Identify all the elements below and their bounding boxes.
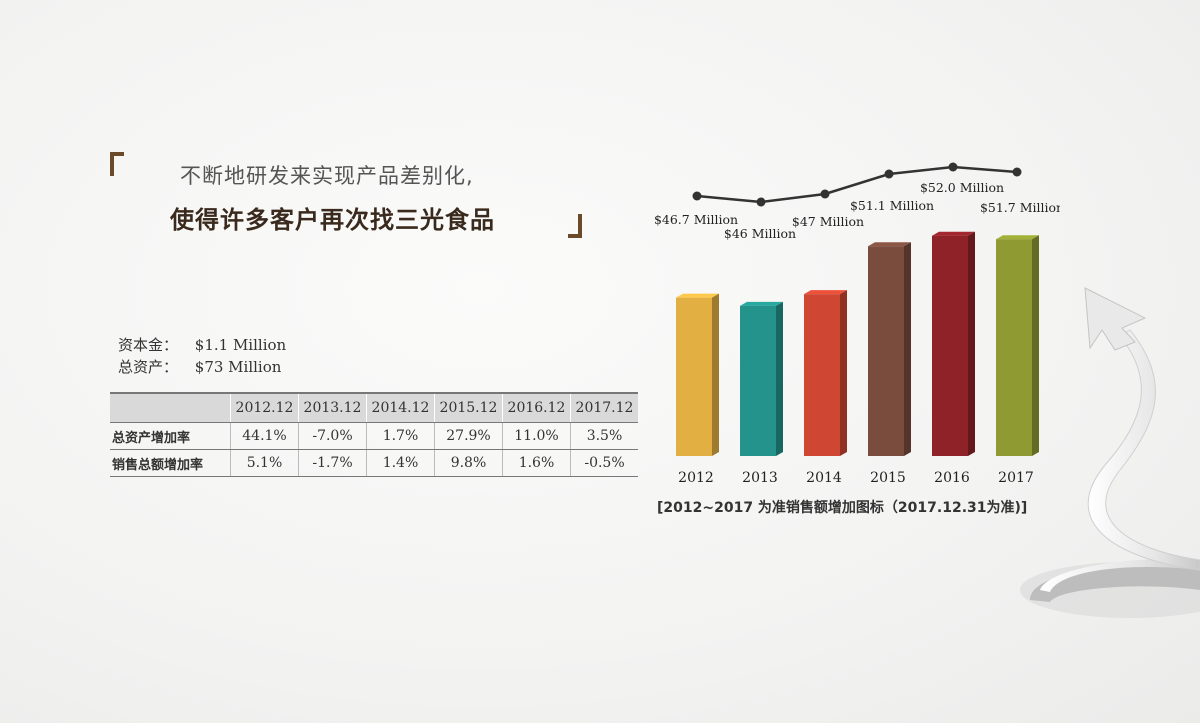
table-header-row: 2012.12 2013.12 2014.12 2015.12 2016.12 … — [110, 392, 638, 423]
trend-point-2015 — [884, 169, 894, 179]
column-header: 2012.12 — [230, 392, 299, 423]
trend-point-2013 — [756, 197, 766, 207]
trend-point-2012 — [692, 191, 702, 201]
bars-layer — [676, 231, 1039, 456]
data-label: $51.1 Million — [850, 198, 934, 213]
capital-row: 资本金： $1.1 Million — [118, 334, 286, 356]
chart-caption: [2012~2017 为准销售额增加图标（2017.12.31为准)] — [657, 500, 1028, 516]
table-cell: 1.6% — [502, 449, 571, 477]
data-label: $47 Million — [792, 214, 864, 229]
x-tick-label: 2012 — [678, 470, 714, 486]
table-cell: 11.0% — [502, 422, 571, 450]
rising-arrow-decoration — [1020, 287, 1200, 618]
trend-point-2017 — [1012, 167, 1022, 177]
sales-bar-chart: $46.7 Million$46 Million$47 Million$51.1… — [654, 162, 1060, 486]
assets-value: $73 Million — [194, 358, 282, 376]
data-label: $46.7 Million — [654, 212, 738, 227]
growth-rate-table: 2012.12 2013.12 2014.12 2015.12 2016.12 … — [110, 392, 638, 477]
trend-line-layer — [692, 162, 1022, 207]
table-cell: -0.5% — [570, 449, 638, 477]
column-header: 2016.12 — [502, 392, 571, 423]
headline-line1: 不断地研发来实现产品差别化, — [180, 164, 474, 188]
data-label: $51.7 Million — [980, 200, 1060, 215]
x-tick-label: 2015 — [870, 470, 906, 486]
data-labels-layer: $46.7 Million$46 Million$47 Million$51.1… — [654, 180, 1060, 241]
table-corner — [110, 392, 231, 423]
trend-point-2014 — [820, 189, 830, 199]
table-cell: 1.7% — [366, 422, 435, 450]
assets-row: 总资产： $73 Million — [118, 356, 286, 378]
capital-label: 资本金： — [118, 336, 179, 354]
x-tick-label: 2016 — [934, 470, 970, 486]
row-label: 总资产增加率 — [110, 422, 231, 450]
bar-2017 — [996, 235, 1039, 456]
table-cell: -7.0% — [298, 422, 367, 450]
trend-line — [696, 165, 1018, 204]
capital-value: $1.1 Million — [194, 336, 287, 354]
table-cell: 44.1% — [230, 422, 299, 450]
assets-label: 总资产： — [118, 358, 179, 376]
bar-2012 — [676, 293, 719, 456]
bar-2014 — [804, 290, 847, 456]
x-tick-labels-layer: 2012 2013 2014 2015 2016 2017 — [678, 470, 1034, 486]
bar-2013 — [740, 301, 783, 456]
row-label: 销售总额增加率 — [110, 449, 231, 477]
x-tick-label: 2017 — [998, 470, 1034, 486]
table-cell: 5.1% — [230, 449, 299, 477]
column-header: 2017.12 — [570, 392, 638, 423]
table-row: 销售总额增加率 5.1% -1.7% 1.4% 9.8% 1.6% -0.5% — [110, 449, 638, 477]
x-tick-label: 2013 — [742, 470, 778, 486]
table-cell: 1.4% — [366, 449, 435, 477]
data-label: $52.0 Million — [920, 180, 1004, 195]
column-header: 2013.12 — [298, 392, 367, 423]
table-row: 总资产增加率 44.1% -7.0% 1.7% 27.9% 11.0% 3.5% — [110, 422, 638, 450]
close-quote-bracket — [568, 214, 582, 238]
data-label: $46 Million — [724, 226, 796, 241]
table-cell: -1.7% — [298, 449, 367, 477]
x-tick-label: 2014 — [806, 470, 842, 486]
table-cell: 9.8% — [434, 449, 503, 477]
bar-2015 — [868, 242, 911, 456]
headline-line2: 使得许多客户再次找三光食品 — [170, 206, 495, 234]
column-header: 2015.12 — [434, 392, 503, 423]
table-cell: 27.9% — [434, 422, 503, 450]
open-quote-bracket — [110, 152, 124, 176]
bar-2016 — [932, 231, 975, 456]
capital-info: 资本金： $1.1 Million 总资产： $73 Million — [118, 334, 286, 378]
trend-point-2016 — [948, 162, 958, 172]
column-header: 2014.12 — [366, 392, 435, 423]
table-cell: 3.5% — [570, 422, 638, 450]
